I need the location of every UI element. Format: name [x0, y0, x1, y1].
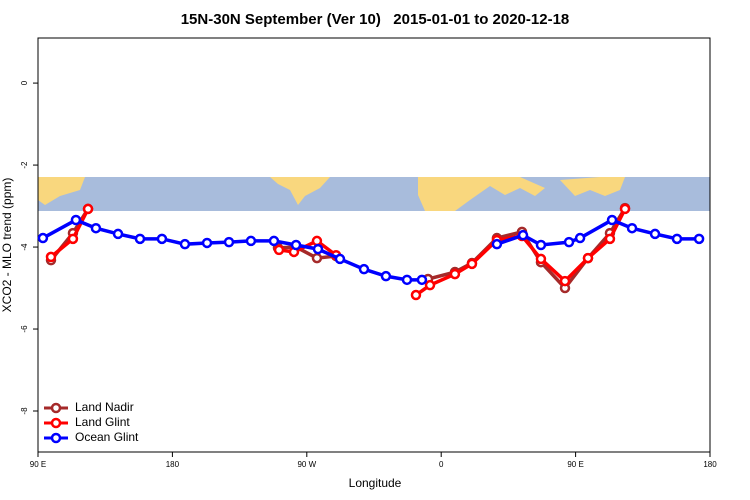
point — [563, 236, 575, 248]
legend-marker — [50, 417, 62, 429]
point — [693, 233, 705, 245]
x-tick-label: 90 E — [567, 460, 583, 469]
point — [311, 252, 323, 264]
point — [380, 270, 392, 282]
point — [201, 237, 213, 249]
point — [559, 275, 571, 287]
x-tick-label: 180 — [166, 460, 180, 469]
point — [179, 238, 191, 250]
point — [273, 244, 285, 256]
legend-marker — [50, 432, 62, 444]
point — [626, 222, 638, 234]
y-tick-label: -2 — [20, 161, 29, 169]
chart-title: 15N-30N September (Ver 10) 2015-01-01 to… — [181, 11, 570, 28]
point — [268, 235, 280, 247]
point — [67, 233, 79, 245]
point — [90, 222, 102, 234]
legend-marker — [50, 402, 62, 414]
point — [401, 274, 413, 286]
point — [416, 274, 428, 286]
legend-label: Ocean Glint — [75, 430, 139, 444]
y-tick-label: -8 — [20, 407, 29, 415]
y-tick-label: -4 — [20, 243, 29, 251]
y-axis-title: XCO2 - MLO trend (ppm) — [0, 178, 14, 313]
series-line — [42, 218, 700, 282]
point — [491, 238, 503, 250]
point — [82, 203, 94, 215]
point — [582, 252, 594, 264]
point — [606, 214, 618, 226]
point — [649, 228, 661, 240]
point — [671, 233, 683, 245]
y-tick-label: 0 — [20, 80, 29, 85]
point — [223, 236, 235, 248]
point — [112, 228, 124, 240]
point — [245, 235, 257, 247]
point — [466, 258, 478, 270]
point — [311, 235, 323, 247]
plot-frame — [37, 37, 711, 453]
point — [70, 214, 82, 226]
map-band — [38, 177, 710, 211]
point — [535, 253, 547, 265]
x-tick-label: 90 E — [30, 460, 46, 469]
point — [358, 263, 370, 275]
point — [424, 279, 436, 291]
y-tick-label: -6 — [20, 325, 29, 333]
point — [604, 233, 616, 245]
x-tick-label: 90 W — [297, 460, 316, 469]
point — [535, 239, 547, 251]
point — [156, 233, 168, 245]
point — [517, 229, 529, 241]
point — [619, 203, 631, 215]
point — [45, 251, 57, 263]
point — [37, 232, 49, 244]
legend-label: Land Nadir — [75, 400, 134, 414]
point — [134, 233, 146, 245]
point — [312, 243, 324, 255]
point — [449, 268, 461, 280]
x-tick-label: 0 — [439, 460, 444, 469]
point — [290, 239, 302, 251]
x-tick-label: 180 — [703, 460, 717, 469]
point — [574, 232, 586, 244]
x-axis-title: Longitude — [349, 476, 402, 490]
legend-label: Land Glint — [75, 415, 130, 429]
point — [334, 253, 346, 265]
point — [410, 289, 422, 301]
